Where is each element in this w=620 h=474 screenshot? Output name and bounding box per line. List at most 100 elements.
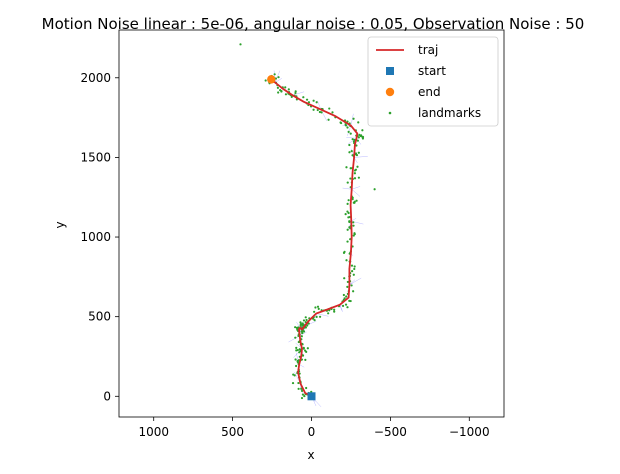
landmark-point	[313, 311, 315, 313]
landmark-point	[353, 232, 355, 234]
landmark-point	[277, 91, 279, 93]
y-axis-label: y	[53, 221, 67, 228]
landmark-point	[356, 166, 358, 168]
landmark-point	[333, 311, 335, 313]
observation-line	[316, 313, 328, 316]
legend-label: traj	[418, 43, 438, 57]
start-marker	[308, 392, 316, 400]
landmark-point	[316, 101, 318, 103]
landmark-point	[301, 331, 303, 333]
landmark-point	[345, 166, 347, 168]
landmark-point	[303, 347, 305, 349]
landmark-point	[297, 382, 299, 384]
y-tick-label: 2000	[80, 71, 111, 85]
landmark-point	[277, 87, 279, 89]
landmark-point	[333, 309, 335, 311]
landmark-point	[295, 90, 297, 92]
landmark-point	[358, 134, 360, 136]
landmark-point	[302, 393, 304, 395]
landmark-point	[305, 387, 307, 389]
landmark-point	[279, 89, 281, 91]
landmark-point	[343, 297, 345, 299]
landmark-point	[307, 347, 309, 349]
landmark-point	[288, 88, 290, 90]
landmark-point	[348, 151, 350, 153]
landmark-point	[348, 221, 350, 223]
landmark-point	[349, 177, 351, 179]
landmark-point	[265, 79, 267, 81]
legend-swatch-end	[386, 88, 394, 96]
landmark-point	[313, 100, 315, 102]
landmark-point	[306, 99, 308, 101]
landmark-point	[313, 319, 315, 321]
landmark-point	[295, 365, 297, 367]
landmark-point	[354, 177, 356, 179]
landmark-point	[318, 308, 320, 310]
landmark-point	[305, 316, 307, 318]
landmark-point	[347, 203, 349, 205]
landmark-point	[354, 172, 356, 174]
landmark-point	[302, 96, 304, 98]
landmark-point	[343, 251, 345, 253]
legend-label: landmarks	[418, 106, 481, 120]
landmark-point	[343, 294, 345, 296]
landmark-point	[274, 73, 276, 75]
landmark-point	[296, 327, 298, 329]
landmark-point	[352, 118, 354, 120]
observation-line	[354, 156, 368, 157]
y-tick-label: 0	[103, 389, 111, 403]
landmark-point	[352, 290, 354, 292]
landmark-point	[350, 133, 352, 135]
landmark-point	[351, 284, 353, 286]
landmark-point	[298, 351, 300, 353]
landmark-point	[346, 210, 348, 212]
landmark-point	[305, 319, 307, 321]
landmark-point	[345, 295, 347, 297]
landmark-point	[374, 188, 376, 190]
landmark-point	[358, 177, 360, 179]
landmark-point	[353, 268, 355, 270]
landmark-point	[304, 359, 306, 361]
landmark-point	[301, 397, 303, 399]
x-tick-label: 1000	[138, 425, 169, 439]
landmark-point	[357, 121, 359, 123]
landmark-point	[284, 86, 286, 88]
legend-swatch-landmarks	[389, 112, 392, 115]
landmark-point	[312, 109, 314, 111]
landmark-point	[361, 129, 363, 131]
landmark-point	[348, 144, 350, 146]
landmark-point	[345, 259, 347, 261]
landmark-point	[342, 305, 344, 307]
landmark-point	[346, 240, 348, 242]
landmark-point	[352, 225, 354, 227]
landmark-point	[327, 312, 329, 314]
observation-line	[346, 137, 356, 138]
landmark-point	[355, 200, 357, 202]
landmark-point	[295, 347, 297, 349]
landmark-point	[327, 119, 329, 121]
landmark-point	[358, 152, 360, 154]
landmark-point	[315, 316, 317, 318]
y-tick-label: 1500	[80, 150, 111, 164]
observation-line	[352, 186, 360, 189]
landmark-point	[354, 265, 356, 267]
landmark-point	[305, 351, 307, 353]
legend-swatch-start	[386, 67, 394, 75]
landmark-point	[351, 150, 353, 152]
y-tick-label: 1000	[80, 230, 111, 244]
end-marker	[267, 75, 275, 83]
landmark-point	[346, 286, 348, 288]
landmark-point	[294, 337, 296, 339]
landmark-point	[345, 213, 347, 215]
landmark-point	[328, 107, 330, 109]
landmark-point	[353, 274, 355, 276]
observation-line	[352, 189, 360, 196]
landmark-point	[347, 229, 349, 231]
landmark-point	[347, 181, 349, 183]
landmark-point	[297, 349, 299, 351]
landmark-point	[348, 199, 350, 201]
landmark-point	[285, 93, 287, 95]
landmark-point	[317, 306, 319, 308]
landmark-point	[354, 169, 356, 171]
